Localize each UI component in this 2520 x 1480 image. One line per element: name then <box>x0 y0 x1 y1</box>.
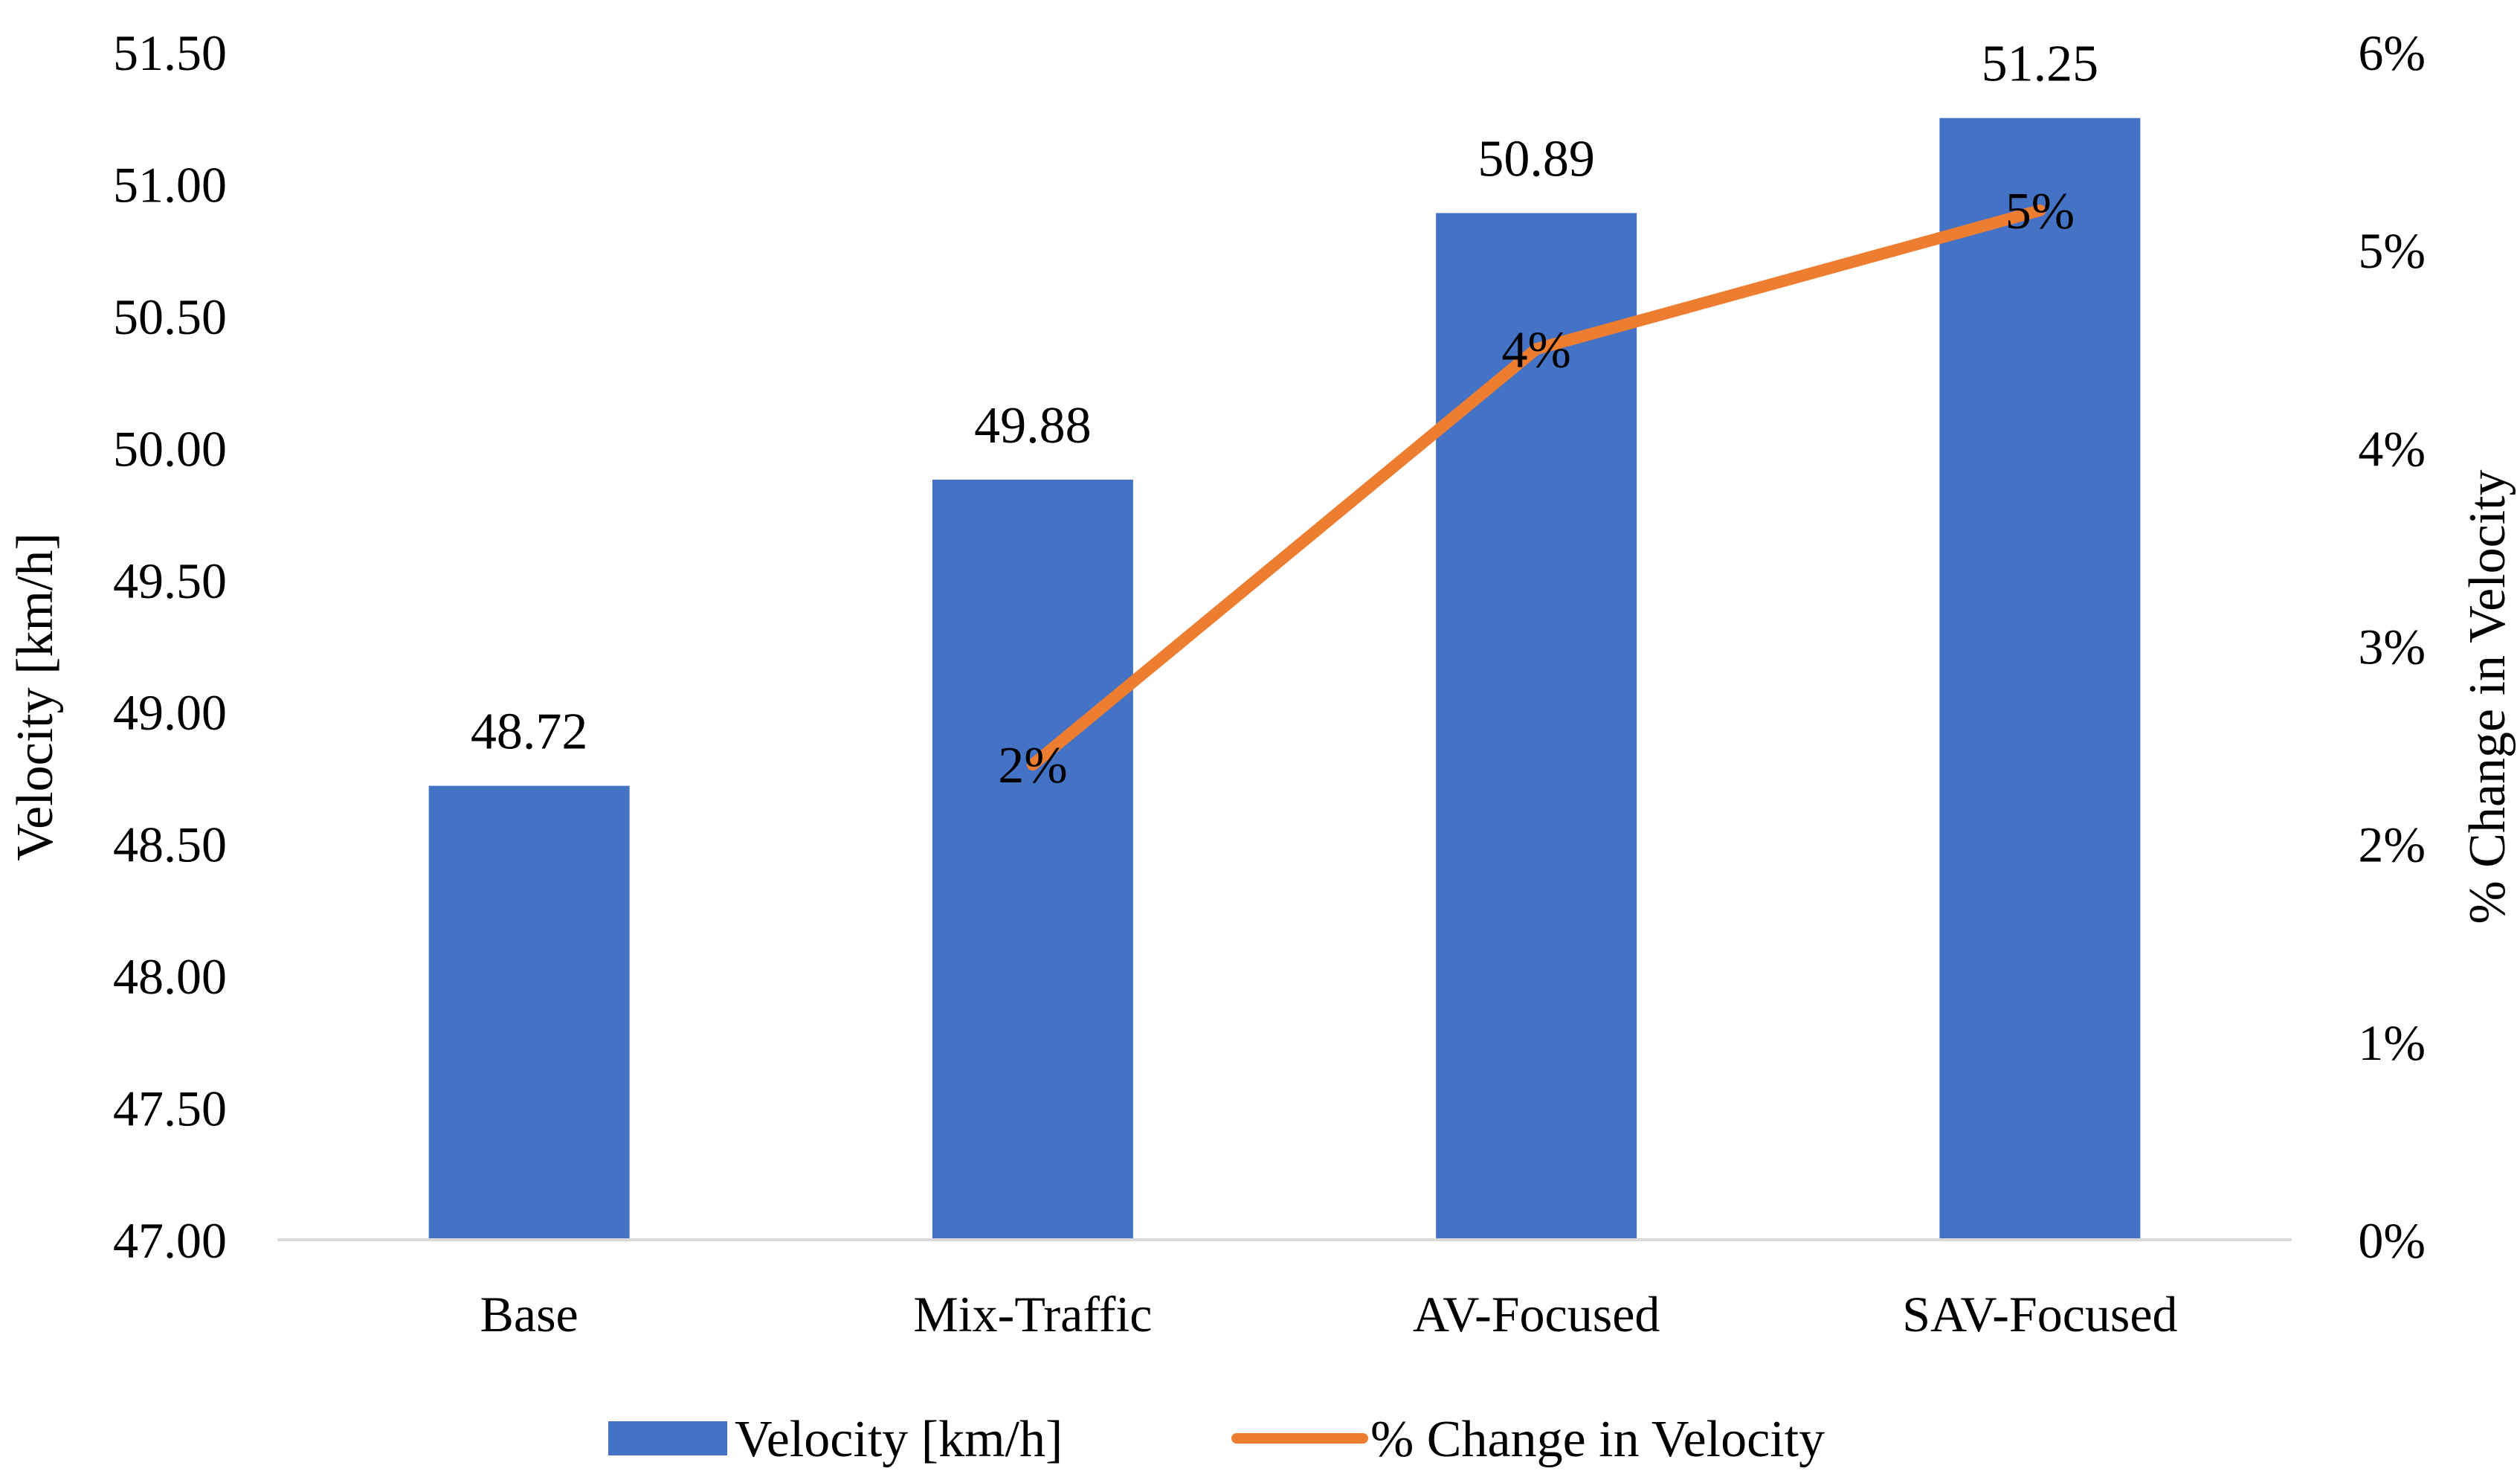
legend-label-change: % Change in Velocity <box>1370 1411 1825 1468</box>
bar-value-label: 48.72 <box>471 704 588 761</box>
left-tick-label: 49.50 <box>113 553 227 609</box>
bar-data-labels: 48.72 49.88 50.89 51.25 <box>471 36 2098 761</box>
line-series <box>1026 204 2046 771</box>
right-tick-label: 6% <box>2358 25 2426 81</box>
left-tick-label: 50.50 <box>113 289 227 345</box>
bar-base <box>428 785 630 1240</box>
left-tick-label: 48.50 <box>113 817 227 873</box>
right-axis-title: % Change in Velocity <box>2459 469 2516 924</box>
category-labels: Base Mix-Traffic AV-Focused SAV-Focused <box>480 1286 2178 1342</box>
change-value-label: 2% <box>998 737 1067 794</box>
bar-value-label: 50.89 <box>1477 130 1595 187</box>
left-tick-label: 47.00 <box>113 1212 227 1269</box>
left-axis-title: Velocity [km/h] <box>7 533 64 860</box>
right-tick-label: 1% <box>2358 1014 2426 1071</box>
category-label: Base <box>480 1286 579 1342</box>
legend-label-velocity: Velocity [km/h] <box>735 1411 1063 1468</box>
left-tick-label: 51.00 <box>113 156 227 213</box>
bar-sav-focused <box>1939 118 2141 1241</box>
category-label: AV-Focused <box>1413 1286 1660 1342</box>
left-tick-label: 49.00 <box>113 684 227 741</box>
right-tick-label: 3% <box>2358 619 2426 675</box>
change-value-label: 4% <box>1501 321 1570 379</box>
change-point <box>2039 209 2041 211</box>
right-tick-label: 4% <box>2358 420 2426 477</box>
category-label: SAV-Focused <box>1902 1286 2177 1342</box>
bar-series <box>428 118 2141 1241</box>
bar-mix-traffic <box>932 479 1133 1240</box>
left-tick-label: 50.00 <box>113 420 227 477</box>
legend-swatch-velocity <box>608 1421 727 1455</box>
bar-value-label: 49.88 <box>974 397 1092 454</box>
left-tick-label: 48.00 <box>113 948 227 1005</box>
right-tick-label: 5% <box>2358 222 2426 279</box>
line-data-labels: 2% 4% 5% <box>998 183 2075 794</box>
bar-value-label: 51.25 <box>1982 36 2099 93</box>
right-tick-label: 2% <box>2358 817 2426 873</box>
left-tick-label: 51.50 <box>113 25 227 81</box>
right-axis-ticks: 0% 1% 2% 3% 4% 5% 6% <box>2358 25 2426 1269</box>
change-point <box>1031 764 1034 766</box>
change-point <box>1535 348 1538 350</box>
change-value-label: 5% <box>2005 183 2075 240</box>
left-tick-label: 47.50 <box>113 1081 227 1137</box>
right-tick-label: 0% <box>2358 1212 2426 1269</box>
category-label: Mix-Traffic <box>913 1286 1152 1342</box>
left-axis-ticks: 47.00 47.50 48.00 48.50 49.00 49.50 50.00 50.50… <box>113 25 227 1269</box>
bar-av-focused <box>1436 213 1637 1241</box>
legend: Velocity [km/h] % Change in Velocity <box>608 1411 1825 1468</box>
